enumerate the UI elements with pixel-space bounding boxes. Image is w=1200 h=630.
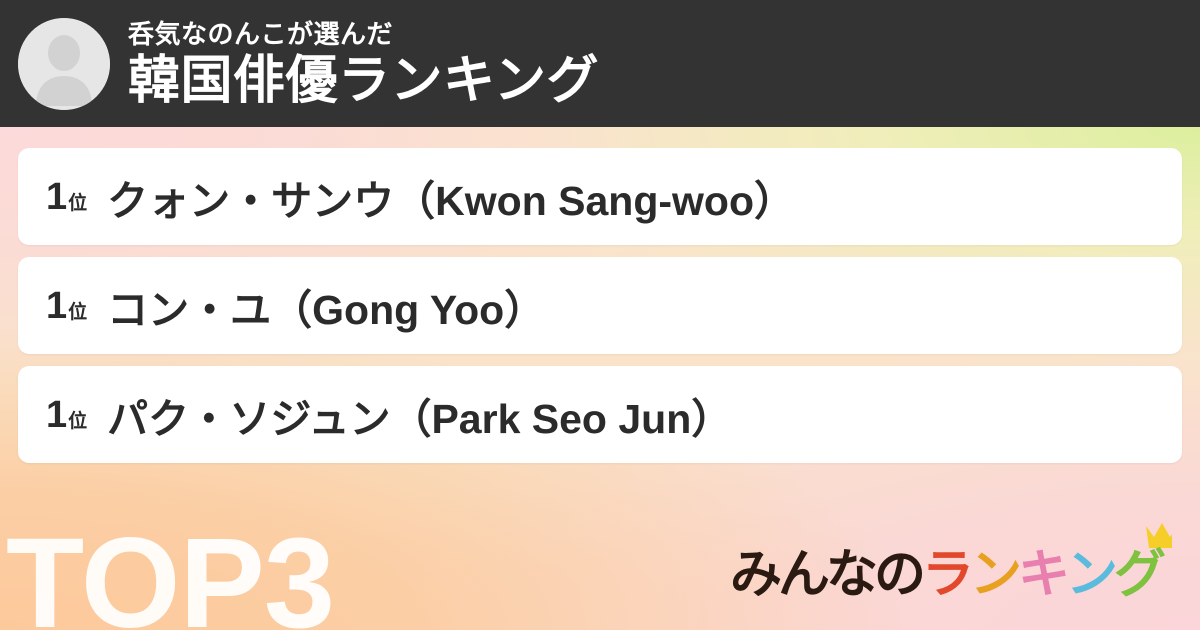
rank-unit: 位 (68, 301, 88, 323)
header-subtitle: 呑気なのんこが選んだ (128, 18, 394, 49)
logo-char-2: な (826, 546, 878, 604)
item-name: コン・ユ（Gong Yoo） (107, 286, 546, 333)
logo-char-7: ン (1066, 546, 1118, 604)
logo-char-6: キ (1018, 546, 1070, 604)
rank-badge: 1 位 (46, 396, 87, 434)
logo-char-0: み (730, 546, 782, 604)
rank-badge: 1 位 (46, 178, 87, 216)
avatar (18, 17, 110, 110)
crown-icon (1146, 523, 1172, 548)
header-bar: 呑気なのんこが選んだ 韓国俳優ランキング (0, 0, 1200, 127)
list-item[interactable]: 1 位 クォン・サンウ（Kwon Sang-woo） (18, 148, 1182, 245)
item-name: クォン・サンウ（Kwon Sang-woo） (107, 177, 796, 224)
rank-unit: 位 (68, 192, 88, 214)
ranking-list: 1 位 クォン・サンウ（Kwon Sang-woo） 1 位 コン・ユ（Gong… (18, 148, 1182, 475)
rank-unit: 位 (68, 410, 88, 432)
logo-char-4: ラ (922, 546, 974, 604)
list-item[interactable]: 1 位 コン・ユ（Gong Yoo） (18, 257, 1182, 354)
page-title: 韓国俳優ランキング (128, 51, 599, 110)
logo-char-1: ん (778, 546, 830, 604)
minna-no-ranking-logo[interactable]: みんなのランキング (730, 523, 1172, 606)
logo-char-3: の (874, 546, 926, 604)
item-name: パク・ソジュン（Park Seo Jun） (107, 395, 733, 442)
rank-number: 1 (46, 284, 68, 327)
person-placeholder-icon (18, 17, 110, 110)
rank-badge: 1 位 (46, 287, 87, 325)
header-text-block: 呑気なのんこが選んだ 韓国俳優ランキング (128, 21, 599, 107)
list-item[interactable]: 1 位 パク・ソジュン（Park Seo Jun） (18, 366, 1182, 463)
logo-char-8: グ (1114, 546, 1166, 604)
logo-char-5: ン (970, 546, 1022, 604)
rank-number: 1 (46, 175, 68, 218)
rank-number: 1 (46, 393, 68, 436)
top3-watermark: TOP3 (6, 512, 335, 630)
